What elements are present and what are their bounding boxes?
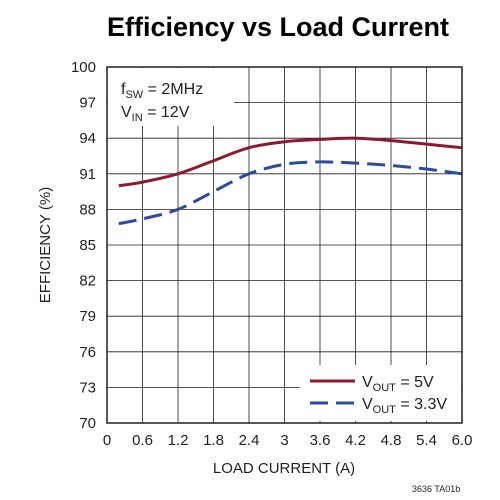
series-line-1 [118,160,463,226]
y-tick-labels: 70 73 76 79 82 85 88 91 94 97 100 [71,59,96,432]
x-tick-label-5: 3 [280,432,288,449]
x-axis-label: LOAD CURRENT (A) [213,460,355,477]
y-tick-label-10: 100 [71,59,96,76]
legend-label-0: VOUT = 5V [362,374,434,394]
figure-id: 3636 TA01b [412,484,460,494]
x-tick-label-3: 1.8 [203,432,224,449]
legend-background [300,365,461,421]
x-tick-label-8: 4.8 [381,432,402,449]
x-tick-label-0: 0 [103,432,111,449]
y-tick-label-1: 73 [79,379,96,396]
x-tick-label-7: 4.2 [345,432,366,449]
condition-input-voltage: VIN = 12V [121,104,190,124]
y-axis-label: EFFICIENCY (%) [37,187,54,303]
series-line-0 [118,136,463,188]
y-tick-label-9: 97 [79,95,96,112]
y-tick-label-7: 91 [79,166,96,183]
x-tick-label-10: 6.0 [452,432,473,449]
y-tick-label-0: 70 [79,415,96,432]
y-tick-label-4: 82 [79,273,96,290]
conditions-background [108,68,234,126]
series-layer [118,136,463,226]
x-tick-label-2: 1.2 [168,432,189,449]
y-tick-label-6: 88 [79,201,96,218]
chart-title: Efficiency vs Load Current [107,12,449,42]
y-tick-label-3: 79 [79,308,96,325]
y-tick-label-5: 85 [79,237,96,254]
x-tick-label-9: 5.4 [416,432,437,449]
condition-switching-frequency: fSW = 2MHz [121,81,203,101]
y-tick-label-8: 94 [79,130,96,147]
y-tick-label-2: 76 [79,344,96,361]
plot-frame [106,66,463,424]
x-tick-label-6: 3.6 [310,432,331,449]
conditions-box: fSW = 2MHz VIN = 12V [108,68,234,126]
x-tick-labels: 0 0.6 1.2 1.8 2.4 3 3.6 4.2 4.8 5.4 6.0 [103,432,473,449]
x-tick-label-4: 2.4 [239,432,260,449]
x-tick-label-1: 0.6 [132,432,153,449]
legend-label-1: VOUT = 3.3V [362,396,447,416]
